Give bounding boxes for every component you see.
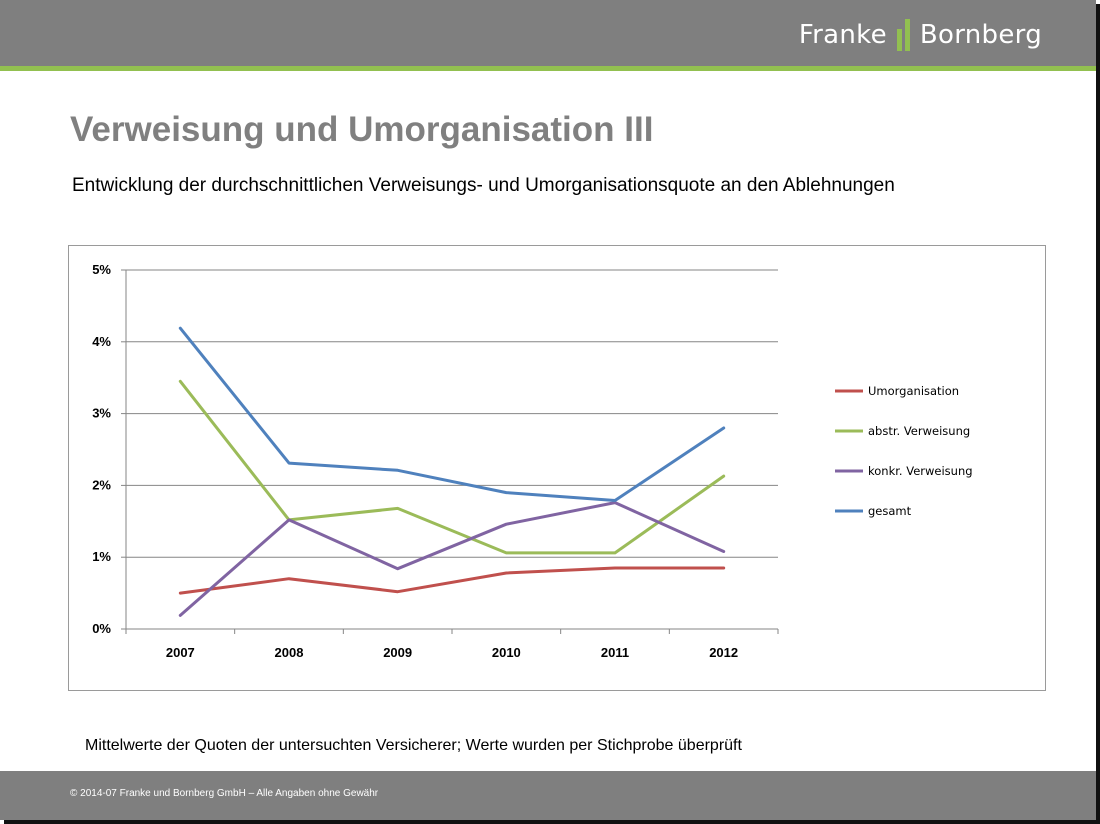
chart-container: 0% 1% 2% 3% 4% 5% 2007 2008 2009 2010 2011 2012 Umor… [68, 245, 1046, 691]
logo-bars-icon [896, 19, 910, 51]
y-tick-label: 1% [92, 549, 111, 564]
line-chart: 0% 1% 2% 3% 4% 5% 2007 2008 2009 2010 2011 2012 Umor… [92, 262, 973, 660]
footnote: Mittelwerte der Quoten der untersuchten … [85, 737, 742, 754]
y-tick-label: 5% [92, 262, 111, 277]
footer-copyright: © 2014-07 Franke und Bornberg GmbH – All… [70, 788, 379, 799]
legend-label: gesamt [868, 504, 912, 518]
series-line-umorganisation [178, 566, 726, 595]
legend-label: abstr. Verweisung [868, 424, 970, 438]
logo-text-left: Franke [798, 20, 887, 50]
series-line-konkr-verweisung [178, 501, 726, 617]
page-title: Verweisung und Umorganisation III [70, 110, 654, 149]
series-line-abstr-verweisung [178, 379, 726, 555]
footer-bar: © 2014-07 Franke und Bornberg GmbH – All… [0, 771, 1096, 820]
page-subtitle: Entwicklung der durchschnittlichen Verwe… [72, 175, 895, 196]
y-tick-label: 2% [92, 477, 111, 492]
company-logo: Franke Bornberg [799, 17, 1042, 53]
legend-label: Umorganisation [868, 384, 959, 398]
x-tick-label: 2008 [275, 645, 304, 660]
y-tick-label: 0% [92, 621, 111, 636]
slide-shadow-bottom [4, 820, 1100, 824]
slide-shadow-right [1096, 4, 1100, 824]
x-tick-label: 2010 [492, 645, 521, 660]
x-tick-label: 2011 [601, 645, 629, 660]
legend-label: konkr. Verweisung [868, 464, 973, 478]
series-line-gesamt [178, 326, 726, 502]
logo-text-right: Bornberg [919, 20, 1042, 50]
x-tick-label: 2007 [166, 645, 195, 660]
header-accent-line [0, 66, 1096, 71]
header-bar: Franke Bornberg [0, 0, 1096, 66]
y-tick-label: 4% [92, 334, 111, 349]
x-tick-label: 2009 [383, 645, 412, 660]
y-tick-label: 3% [92, 406, 111, 421]
x-tick-label: 2012 [709, 645, 738, 660]
